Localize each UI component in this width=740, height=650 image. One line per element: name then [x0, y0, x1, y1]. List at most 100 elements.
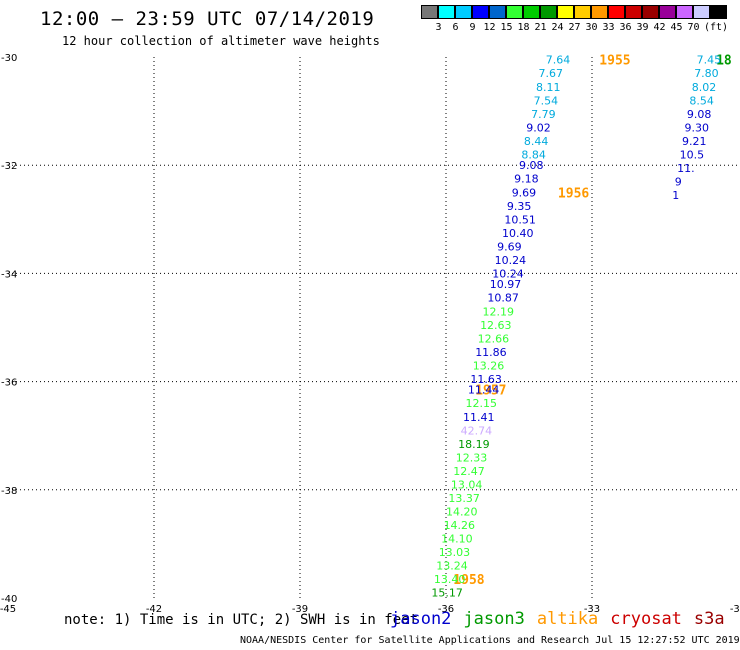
color-scale-label: 18: [517, 22, 530, 33]
color-swatch: [557, 5, 574, 19]
color-swatch: [625, 5, 642, 19]
color-swatch: [676, 5, 693, 19]
wave-height-point: 18.19: [458, 438, 490, 451]
wave-height-point: 12.19: [483, 305, 515, 318]
wave-height-point: 9.30: [684, 121, 709, 134]
satellite-legend-s3a: s3a: [693, 609, 725, 629]
color-scale-label: (ft): [704, 22, 729, 33]
x-tick-label: -33: [584, 604, 600, 615]
color-swatch: [438, 5, 455, 19]
color-scale-label: 33: [602, 22, 615, 33]
color-swatch: [421, 5, 438, 19]
satellite-legend: jason2 jason3 altika cryosat s3a: [390, 609, 737, 629]
color-swatch: [540, 5, 557, 19]
satellite-legend-jason3: jason3: [463, 609, 525, 629]
wave-height-point: 11.63: [470, 373, 502, 386]
wave-height-point: 9.18: [514, 173, 539, 186]
wave-height-point: 7.79: [531, 108, 556, 121]
time-label: 1958: [453, 573, 484, 588]
wave-height-point: 9.69: [512, 186, 537, 199]
color-scale-label: 45: [670, 22, 683, 33]
wave-height-point: 7.67: [538, 67, 563, 80]
wave-height-point: 9.69: [497, 240, 521, 253]
color-swatch: [642, 5, 659, 19]
wave-height-point: 12.33: [456, 451, 488, 464]
color-scale-label: 12: [483, 22, 496, 33]
wave-height-point: 11.41: [463, 411, 495, 424]
color-swatch: [710, 5, 727, 19]
wave-height-point: 10.51: [504, 213, 536, 226]
footer-credit: NOAA/NESDIS Center for Satellite Applica…: [240, 635, 740, 646]
color-scale-label: 24: [551, 22, 564, 33]
x-tick-label: -45: [0, 604, 16, 615]
time-label: 1955: [599, 54, 630, 69]
color-scale-label: 30: [585, 22, 598, 33]
wave-height-point: 8.54: [689, 94, 714, 107]
x-tick-label: -30: [730, 604, 740, 615]
time-label: 1957: [475, 384, 506, 399]
color-scale-label: 70: [687, 22, 700, 33]
wave-height-point: 12.47: [453, 465, 485, 478]
time-label: 1956: [558, 186, 589, 201]
color-scale-label: 27: [568, 22, 581, 33]
wave-height-point: 13.04: [451, 478, 483, 491]
wave-height-point: 14.20: [446, 505, 478, 518]
wave-height-point: 14.10: [441, 532, 473, 545]
time-label: 18: [716, 54, 732, 69]
y-tick-label: -30: [1, 53, 17, 64]
wave-height-point: 7.45: [697, 54, 722, 67]
wave-height-point: 42.74: [461, 424, 493, 437]
wave-height-point: 13.24: [436, 560, 468, 573]
chart-title: 12:00 – 23:59 UTC 07/14/2019: [40, 8, 375, 30]
color-scale-label: 9: [469, 22, 476, 33]
wave-height-point: 13.03: [439, 546, 471, 559]
units-note: note: 1) Time is in UTC; 2) SWH is in fe…: [64, 612, 419, 628]
wave-height-point: 12.66: [478, 332, 510, 345]
wave-height-point: 12.63: [480, 319, 512, 332]
wave-height-point: 10.24: [495, 254, 526, 267]
x-tick-label: -36: [438, 604, 454, 615]
wave-height-point: 13.26: [473, 359, 505, 372]
wave-height-point: 10.87: [487, 292, 519, 305]
color-swatch: [472, 5, 489, 19]
wave-height-point: 9: [675, 175, 682, 188]
color-swatch: [608, 5, 625, 19]
y-tick-label: -32: [1, 161, 17, 172]
wave-height-point: 11.: [677, 162, 695, 175]
color-swatch: [523, 5, 540, 19]
wave-height-point: 9.21: [682, 135, 707, 148]
x-tick-label: -42: [146, 604, 162, 615]
color-swatch: [506, 5, 523, 19]
satellite-legend-cryosat: cryosat: [610, 609, 682, 629]
wave-height-point: 13.37: [448, 492, 480, 505]
y-tick-label: -36: [1, 378, 17, 389]
wave-height-point: 8.44: [524, 135, 549, 148]
x-tick-label: -39: [292, 604, 308, 615]
color-scale-label: 21: [534, 22, 547, 33]
wave-height-point: 1: [672, 189, 679, 202]
wave-height-point: 12.15: [465, 397, 497, 410]
color-scale-label: 39: [636, 22, 649, 33]
color-scale-label: 42: [653, 22, 666, 33]
wave-height-point: 14.26: [444, 519, 476, 532]
wave-height-point: 10.40: [502, 227, 534, 240]
wave-height-point: 11.44: [468, 384, 500, 397]
wave-height-point: 9.08: [687, 108, 712, 121]
color-scale-label: 3: [435, 22, 442, 33]
color-swatch: [591, 5, 608, 19]
color-swatch: [693, 5, 710, 19]
color-scale-label: 6: [452, 22, 459, 33]
y-tick-label: -34: [1, 269, 17, 280]
satellite-legend-jason2: jason2: [390, 609, 452, 629]
wave-height-point: 13.40: [434, 573, 466, 586]
wave-height-point: 11.86: [475, 346, 507, 359]
color-scale-label: 15: [500, 22, 513, 33]
wave-height-point: 8.02: [692, 81, 717, 94]
satellite-legend-altika: altika: [536, 609, 599, 629]
color-swatch: [574, 5, 591, 19]
wave-height-point: 8.84: [521, 148, 546, 161]
wave-height-point: 9.35: [507, 200, 532, 213]
wave-height-point: 9.08: [519, 159, 544, 172]
wave-height-point: 10.24: [492, 267, 524, 280]
color-scale-label: 36: [619, 22, 632, 33]
